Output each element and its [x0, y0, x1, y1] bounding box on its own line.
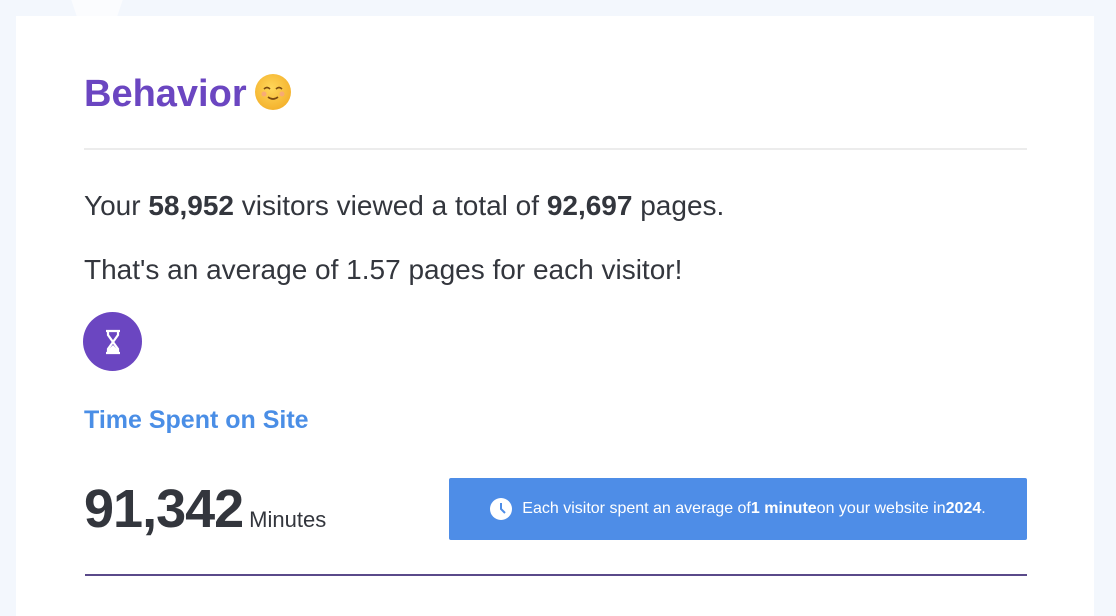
minutes-unit: Minutes	[249, 507, 327, 532]
visitors-summary: Your 58,952 visitors viewed a total of 9…	[84, 190, 725, 221]
behavior-card: Behavior Your 58,952 visitors viewed a t…	[16, 16, 1094, 616]
average-time-notice: Each visitor spent an average of 1 minut…	[449, 478, 1027, 540]
divider	[85, 574, 1027, 576]
average-duration: 1 minute	[750, 500, 817, 517]
minutes-value: 91,342	[84, 479, 244, 539]
smiling-face-icon	[254, 74, 291, 110]
average-pages: That's an average of 1.57 pages for each…	[84, 254, 683, 285]
time-spent-value: 91,342 Minutes	[84, 478, 326, 540]
clock-icon	[490, 498, 513, 520]
section-title-text: Behavior	[84, 73, 247, 115]
visitors-count: 58,952	[148, 190, 234, 221]
section-title: Behavior	[84, 72, 291, 116]
divider	[84, 148, 1027, 150]
time-spent-heading: Time Spent on Site	[84, 406, 309, 434]
hourglass-icon	[83, 312, 142, 371]
decorative-shape	[68, 0, 126, 16]
pages-count: 92,697	[546, 190, 633, 221]
report-year: 2024	[945, 500, 982, 517]
